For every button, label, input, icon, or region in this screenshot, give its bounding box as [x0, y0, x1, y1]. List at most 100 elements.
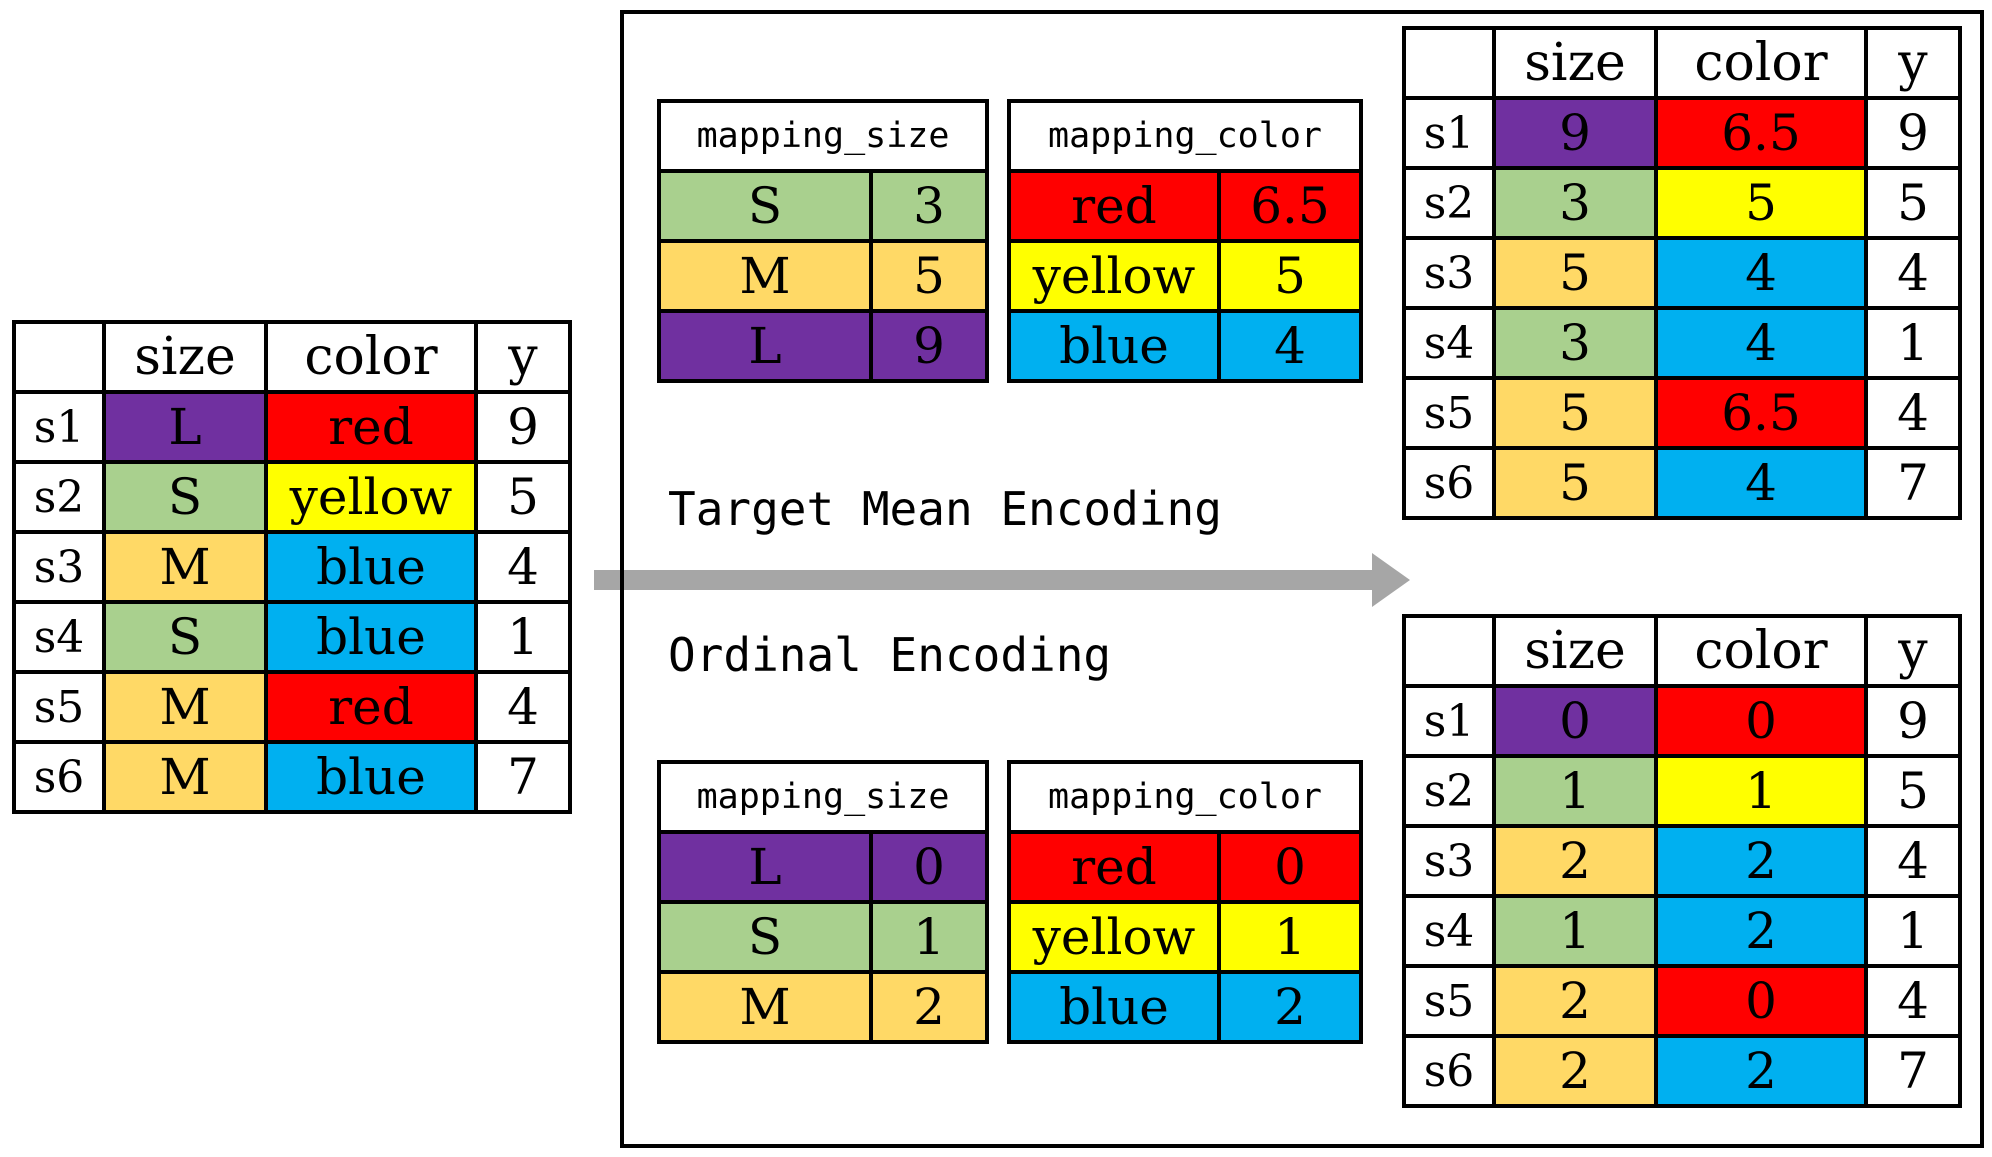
header-row: size color y	[1402, 26, 1962, 100]
size-cell: S	[102, 600, 268, 674]
table-row: s1 L red 9	[12, 390, 572, 464]
sample-id: s2	[12, 460, 106, 534]
mapping-key: red	[1007, 169, 1221, 243]
sample-id: s1	[1402, 684, 1496, 758]
arrow-shape	[594, 553, 1410, 607]
mapping-row: red 0	[1007, 830, 1363, 904]
sample-id: s3	[1402, 824, 1496, 898]
mapping-key: M	[657, 239, 873, 313]
header-cell: size	[1492, 26, 1658, 100]
table-row: s3 5 4 4	[1402, 236, 1962, 310]
header-cell	[1402, 614, 1496, 688]
size-cell: 0	[1492, 684, 1658, 758]
header-cell: color	[1654, 26, 1868, 100]
size-cell: L	[102, 390, 268, 464]
mapping-title: mapping_size	[657, 760, 989, 834]
tme-result-table: size color y s1 9 6.5 9 s2 3 5 5 s3 5 4 …	[1402, 26, 1962, 520]
sample-id: s5	[1402, 376, 1496, 450]
sample-id: s3	[12, 530, 106, 604]
target-cell: 1	[474, 600, 572, 674]
size-cell: 1	[1492, 754, 1658, 828]
mapping-row: L 0	[657, 830, 989, 904]
mapping-value: 6.5	[1217, 169, 1363, 243]
table-row: s4 S blue 1	[12, 600, 572, 674]
mapping-value: 2	[1217, 970, 1363, 1044]
target-cell: 4	[474, 530, 572, 604]
table-row: s6 M blue 7	[12, 740, 572, 814]
mapping-key: S	[657, 900, 873, 974]
mapping-row: yellow 1	[1007, 900, 1363, 974]
tme-mapping-size-table: mapping_size S 3 M 5 L 9	[657, 99, 989, 383]
table-row: s4 1 2 1	[1402, 894, 1962, 968]
sample-id: s2	[1402, 166, 1496, 240]
table-row: s5 2 0 4	[1402, 964, 1962, 1038]
table-row: s5 5 6.5 4	[1402, 376, 1962, 450]
mapping-key: L	[657, 830, 873, 904]
target-cell: 9	[1864, 684, 1962, 758]
color-cell: blue	[264, 530, 478, 604]
target-cell: 4	[1864, 964, 1962, 1038]
target-cell: 7	[474, 740, 572, 814]
size-cell: 3	[1492, 306, 1658, 380]
size-cell: 5	[1492, 376, 1658, 450]
target-cell: 5	[1864, 754, 1962, 828]
mapping-key: L	[657, 309, 873, 383]
mapping-row: blue 4	[1007, 309, 1363, 383]
ord-mapping-size-table: mapping_size L 0 S 1 M 2	[657, 760, 989, 1044]
color-cell: blue	[264, 600, 478, 674]
mapping-row: M 5	[657, 239, 989, 313]
color-cell: 6.5	[1654, 376, 1868, 450]
ordinal-encoding-label: Ordinal Encoding	[668, 628, 1112, 682]
mapping-value: 0	[1217, 830, 1363, 904]
size-cell: M	[102, 670, 268, 744]
size-cell: 5	[1492, 446, 1658, 520]
table-row: s2 1 1 5	[1402, 754, 1962, 828]
mapping-value: 1	[869, 900, 989, 974]
target-cell: 5	[474, 460, 572, 534]
mapping-key: yellow	[1007, 239, 1221, 313]
header-cell: color	[264, 320, 478, 394]
color-cell: yellow	[264, 460, 478, 534]
target-cell: 9	[474, 390, 572, 464]
sample-id: s4	[12, 600, 106, 674]
target-cell: 7	[1864, 1034, 1962, 1108]
color-cell: 4	[1654, 236, 1868, 310]
color-cell: 1	[1654, 754, 1868, 828]
table-row: s1 0 0 9	[1402, 684, 1962, 758]
size-cell: M	[102, 530, 268, 604]
table-row: s4 3 4 1	[1402, 306, 1962, 380]
target-cell: 4	[1864, 824, 1962, 898]
mapping-title: mapping_size	[657, 99, 989, 173]
sample-id: s3	[1402, 236, 1496, 310]
mapping-value: 2	[869, 970, 989, 1044]
encodings-frame	[620, 10, 1984, 1148]
target-cell: 1	[1864, 306, 1962, 380]
target-cell: 5	[1864, 166, 1962, 240]
mapping-value: 5	[869, 239, 989, 313]
color-cell: 0	[1654, 684, 1868, 758]
color-cell: 4	[1654, 446, 1868, 520]
mapping-title: mapping_color	[1007, 99, 1363, 173]
ord-mapping-color-table: mapping_color red 0 yellow 1 blue 2	[1007, 760, 1363, 1044]
sample-id: s1	[1402, 96, 1496, 170]
sample-id: s6	[1402, 1034, 1496, 1108]
table-row: s1 9 6.5 9	[1402, 96, 1962, 170]
mapping-key: blue	[1007, 309, 1221, 383]
tme-mapping-color-table: mapping_color red 6.5 yellow 5 blue 4	[1007, 99, 1363, 383]
mapping-row: yellow 5	[1007, 239, 1363, 313]
sample-id: s2	[1402, 754, 1496, 828]
mapping-row: blue 2	[1007, 970, 1363, 1044]
sample-id: s5	[12, 670, 106, 744]
sample-id: s6	[12, 740, 106, 814]
color-cell: 2	[1654, 1034, 1868, 1108]
size-cell: 2	[1492, 1034, 1658, 1108]
header-cell: y	[474, 320, 572, 394]
mapping-title: mapping_color	[1007, 760, 1363, 834]
header-cell	[1402, 26, 1496, 100]
ord-result-table: size color y s1 0 0 9 s2 1 1 5 s3 2 2 4 …	[1402, 614, 1962, 1108]
input-table: size color y s1 L red 9 s2 S yellow 5 s3…	[12, 320, 572, 814]
mapping-row: S 1	[657, 900, 989, 974]
color-cell: 2	[1654, 824, 1868, 898]
table-row: s2 3 5 5	[1402, 166, 1962, 240]
mapping-value: 0	[869, 830, 989, 904]
